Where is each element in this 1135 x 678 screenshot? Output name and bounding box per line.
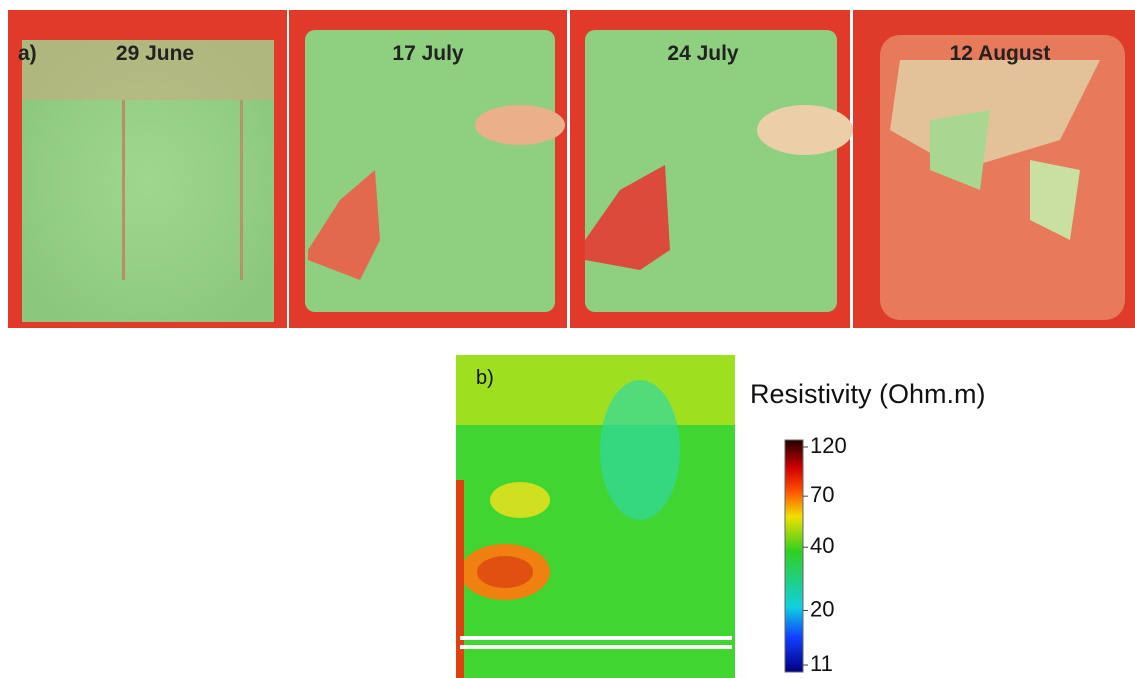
panel-b: b) Resistivity (Ohm.m)	[456, 355, 986, 678]
date-label: 12 August	[950, 42, 1051, 65]
colorbar-tick-label: 120	[810, 433, 847, 458]
colorbar-tick-label: 11	[810, 651, 833, 676]
panel-a: a) 29 June 17 July 24 July 12 August	[8, 10, 1135, 328]
colorbar-tick-label: 70	[810, 482, 834, 507]
panel-label: a)	[18, 42, 37, 65]
field-image	[853, 10, 1135, 328]
field-image	[570, 10, 853, 328]
colorbar	[784, 439, 804, 673]
date-label: 24 July	[667, 42, 739, 65]
field-image	[289, 10, 567, 328]
date-label: 29 June	[116, 42, 194, 65]
panel-label: b)	[476, 367, 494, 389]
field-image	[8, 10, 287, 328]
resistivity-map	[456, 355, 735, 678]
colorbar-title: Resistivity (Ohm.m)	[750, 379, 986, 409]
date-label: 17 July	[392, 42, 464, 65]
colorbar-tick-label: 20	[810, 596, 834, 621]
colorbar-tick-label: 40	[810, 533, 834, 558]
